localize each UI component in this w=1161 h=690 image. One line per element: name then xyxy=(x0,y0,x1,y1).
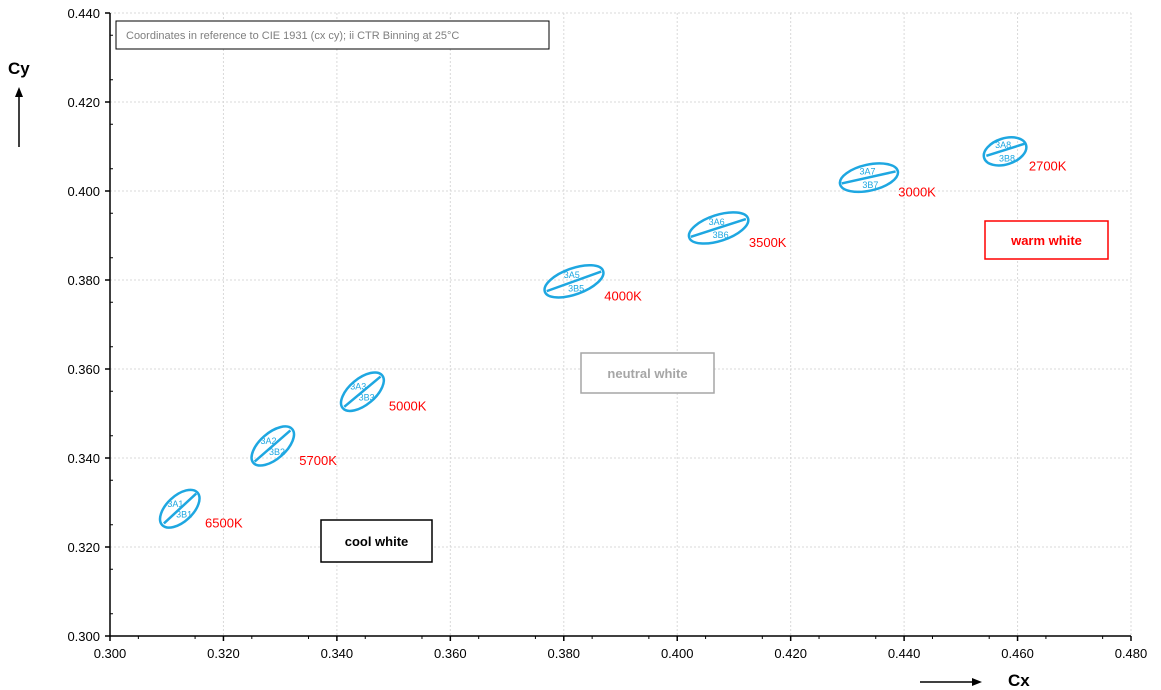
bin-ellipse xyxy=(687,211,750,245)
x-tick-label: 0.360 xyxy=(434,646,467,661)
x-tick-labels: 0.300 0.320 0.340 0.360 0.380 0.400 0.420 0.440… xyxy=(94,636,1148,661)
bin-ellipse xyxy=(838,162,900,194)
reference-note-frame xyxy=(115,20,550,50)
bin-label-top: 3A7 xyxy=(860,166,876,176)
bin-label-top: 3A6 xyxy=(709,217,725,227)
cct-label: 3500K xyxy=(749,235,787,250)
region-label-cool-white: cool white xyxy=(320,519,433,563)
region-text-cool-white: cool white xyxy=(345,534,409,549)
region-frame-warm-white xyxy=(984,220,1109,260)
cct-label: 6500K xyxy=(205,516,243,531)
y-axis-arrow xyxy=(15,87,23,147)
x-axis-title: Cx xyxy=(1008,671,1030,690)
bin-label-top: 3A1 xyxy=(167,499,183,509)
bin-label-bottom: 3B5 xyxy=(568,283,584,293)
bin-ellipse xyxy=(339,371,386,413)
bin-divider xyxy=(343,375,382,408)
bin-ellipse xyxy=(250,425,296,467)
y-axis-title: Cy xyxy=(8,59,30,78)
region-frame-cool-white xyxy=(320,519,433,563)
bin-label-bottom: 3B3 xyxy=(359,393,375,403)
bin-3000k: 3A7 3B7 3000K xyxy=(838,162,936,200)
y-tick-labels: 0.300 0.320 0.340 0.360 0.380 0.400 0.420 0.440 xyxy=(67,6,113,644)
bin-divider xyxy=(985,142,1025,158)
bin-label-top: 3A8 xyxy=(995,140,1011,150)
x-tick-label: 0.340 xyxy=(321,646,354,661)
y-tick-label: 0.400 xyxy=(67,184,100,199)
bin-divider xyxy=(546,270,602,293)
grid-lines xyxy=(110,12,1132,636)
y-tick-label: 0.340 xyxy=(67,451,100,466)
bin-ellipse xyxy=(158,488,201,529)
region-text-neutral-white: neutral white xyxy=(607,366,687,381)
y-tick-label: 0.440 xyxy=(67,6,100,21)
bin-divider xyxy=(690,217,747,239)
bin-ellipse xyxy=(543,263,605,299)
cct-label: 2700K xyxy=(1029,158,1067,173)
reference-note-text: Coordinates in reference to CIE 1931 (cx… xyxy=(126,30,459,42)
bin-label-bottom: 3B1 xyxy=(176,510,192,520)
cct-label: 3000K xyxy=(898,185,936,200)
bin-divider xyxy=(841,170,896,185)
cct-label: 5700K xyxy=(299,453,337,468)
bin-3500k: 3A6 3B6 3500K xyxy=(687,211,787,250)
x-tick-label: 0.480 xyxy=(1115,646,1148,661)
y-tick-label: 0.320 xyxy=(67,540,100,555)
x-tick-label: 0.320 xyxy=(207,646,240,661)
region-label-neutral-white: neutral white xyxy=(580,352,715,394)
bin-label-top: 3A3 xyxy=(350,382,366,392)
bin-2700k: 3A8 3B8 2700K xyxy=(982,136,1067,173)
bin-divider xyxy=(253,429,292,463)
bin-ellipse xyxy=(982,136,1028,167)
bin-label-bottom: 3B8 xyxy=(999,154,1015,164)
region-label-warm-white: warm white xyxy=(984,220,1109,260)
x-tick-label: 0.440 xyxy=(888,646,921,661)
region-text-warm-white: warm white xyxy=(1010,233,1082,248)
y-tick-label: 0.380 xyxy=(67,273,100,288)
x-tick-label: 0.400 xyxy=(661,646,694,661)
x-tick-label: 0.380 xyxy=(548,646,581,661)
cct-label: 5000K xyxy=(389,399,427,414)
region-frame-neutral-white xyxy=(580,352,715,394)
x-tick-label: 0.460 xyxy=(1001,646,1034,661)
reference-note: Coordinates in reference to CIE 1931 (cx… xyxy=(115,20,550,50)
x-tick-label: 0.420 xyxy=(774,646,807,661)
bin-4000k: 3A5 3B5 4000K xyxy=(543,263,642,303)
cct-label: 4000K xyxy=(604,288,642,303)
bin-label-bottom: 3B6 xyxy=(713,230,729,240)
bin-label-bottom: 3B2 xyxy=(269,447,285,457)
y-tick-label: 0.360 xyxy=(67,362,100,377)
axes xyxy=(109,13,1131,637)
y-tick-label: 0.420 xyxy=(67,95,100,110)
bin-label-bottom: 3B7 xyxy=(862,180,878,190)
x-tick-label: 0.300 xyxy=(94,646,127,661)
x-axis-arrow xyxy=(920,678,982,686)
y-tick-label: 0.300 xyxy=(67,629,100,644)
bin-label-top: 3A2 xyxy=(261,436,277,446)
bin-divider xyxy=(163,492,198,525)
bin-label-top: 3A5 xyxy=(564,270,580,280)
